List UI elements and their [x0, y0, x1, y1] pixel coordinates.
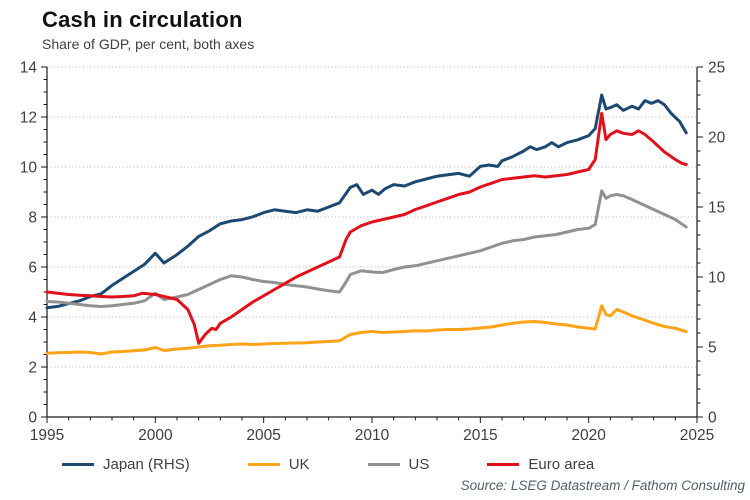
legend-item-japan: Japan (RHS)	[62, 456, 190, 473]
chart-header: Cash in circulation Share of GDP, per ce…	[42, 7, 254, 52]
legend-label-euro-area: Euro area	[528, 456, 595, 473]
source-attribution: Source: LSEG Datastream / Fathom Consult…	[460, 478, 745, 493]
chart-title: Cash in circulation	[42, 7, 243, 32]
series-uk	[45, 304, 688, 356]
svg-text:8: 8	[28, 210, 37, 227]
svg-text:25: 25	[708, 60, 725, 77]
legend-item-euro-area: Euro area	[487, 456, 594, 473]
svg-text:15: 15	[708, 200, 725, 217]
legend-swatch-japan	[62, 463, 94, 466]
series-euro-area	[45, 111, 688, 345]
svg-text:2015: 2015	[463, 427, 497, 444]
legend-swatch-us	[367, 463, 400, 466]
legend-label-uk: UK	[288, 456, 310, 473]
legend-swatch-uk	[247, 463, 280, 466]
axis-spines	[46, 67, 698, 418]
series-us	[45, 189, 688, 308]
svg-text:2025: 2025	[680, 427, 714, 444]
chart-subtitle: Share of GDP, per cent, both axes	[42, 36, 255, 52]
svg-text:12: 12	[20, 110, 37, 127]
svg-text:20: 20	[708, 130, 726, 147]
svg-text:14: 14	[20, 60, 38, 77]
legend-item-us: US	[367, 456, 430, 473]
legend-item-uk: UK	[247, 456, 310, 473]
svg-text:4: 4	[28, 310, 37, 327]
svg-text:2000: 2000	[138, 427, 173, 444]
legend-label-japan: Japan (RHS)	[103, 456, 190, 473]
svg-text:10: 10	[708, 270, 726, 287]
svg-text:2005: 2005	[246, 427, 280, 444]
gridlines	[47, 66, 697, 368]
legend-label-us: US	[408, 456, 430, 473]
svg-text:2010: 2010	[355, 427, 390, 444]
svg-text:0: 0	[708, 410, 717, 427]
svg-text:0: 0	[28, 410, 37, 427]
svg-text:10: 10	[20, 160, 38, 177]
legend-swatch-euro-area	[487, 463, 520, 466]
svg-text:2020: 2020	[571, 427, 606, 444]
svg-text:5: 5	[708, 340, 717, 357]
series-japan-rhs	[45, 93, 688, 310]
svg-text:2: 2	[28, 360, 37, 377]
svg-text:6: 6	[28, 260, 37, 277]
svg-text:1995: 1995	[30, 427, 64, 444]
chart-legend: Japan (RHS) UK US Euro area	[62, 456, 594, 473]
